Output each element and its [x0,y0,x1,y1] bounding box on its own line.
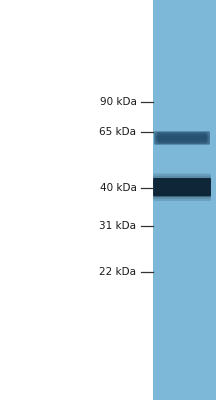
FancyBboxPatch shape [157,133,207,143]
FancyBboxPatch shape [157,133,207,143]
FancyBboxPatch shape [153,176,211,199]
FancyBboxPatch shape [156,134,208,142]
FancyBboxPatch shape [155,136,209,140]
Text: 22 kDa: 22 kDa [99,267,136,277]
Text: 31 kDa: 31 kDa [99,221,136,231]
FancyBboxPatch shape [156,134,208,142]
FancyBboxPatch shape [158,132,206,144]
FancyBboxPatch shape [154,131,210,144]
Text: 40 kDa: 40 kDa [99,183,136,193]
Bar [153,0,216,400]
FancyBboxPatch shape [153,178,211,196]
Text: 65 kDa: 65 kDa [99,127,136,137]
Text: 90 kDa: 90 kDa [99,97,136,107]
FancyBboxPatch shape [156,135,209,141]
FancyBboxPatch shape [153,174,211,201]
